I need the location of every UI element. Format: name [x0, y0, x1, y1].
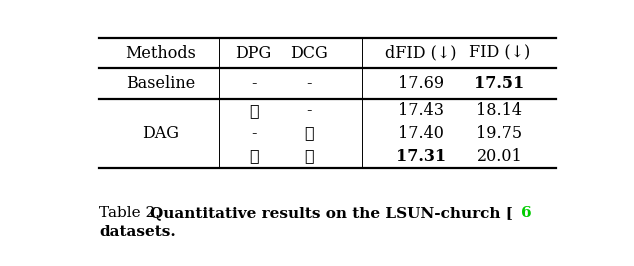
Text: -: - [251, 75, 256, 92]
Text: 20.01: 20.01 [477, 148, 522, 165]
Text: 17.69: 17.69 [398, 75, 444, 92]
Text: -: - [306, 102, 312, 119]
Text: DAG: DAG [142, 124, 179, 142]
Text: 18.14: 18.14 [476, 102, 522, 119]
Text: Baseline: Baseline [126, 75, 195, 92]
Text: ✓: ✓ [304, 148, 314, 165]
Text: 17.40: 17.40 [398, 124, 444, 142]
Text: Quantitative results on the LSUN-church [: Quantitative results on the LSUN-church … [150, 206, 514, 220]
Text: -: - [251, 124, 256, 142]
Text: dFID (↓): dFID (↓) [385, 45, 456, 62]
Text: 17.51: 17.51 [474, 75, 524, 92]
Text: DCG: DCG [290, 45, 328, 62]
Text: Methods: Methods [125, 45, 196, 62]
Text: 6: 6 [521, 206, 532, 220]
Text: 17.43: 17.43 [398, 102, 444, 119]
Text: 19.75: 19.75 [476, 124, 522, 142]
Text: -: - [306, 75, 312, 92]
Text: 17.31: 17.31 [396, 148, 446, 165]
Text: ✓: ✓ [249, 148, 259, 165]
Text: FID (↓): FID (↓) [469, 45, 530, 62]
Text: ✓: ✓ [249, 102, 259, 119]
Text: DPG: DPG [236, 45, 272, 62]
Text: Table 2.: Table 2. [99, 206, 160, 220]
Text: ✓: ✓ [304, 124, 314, 142]
Text: datasets.: datasets. [99, 225, 176, 239]
